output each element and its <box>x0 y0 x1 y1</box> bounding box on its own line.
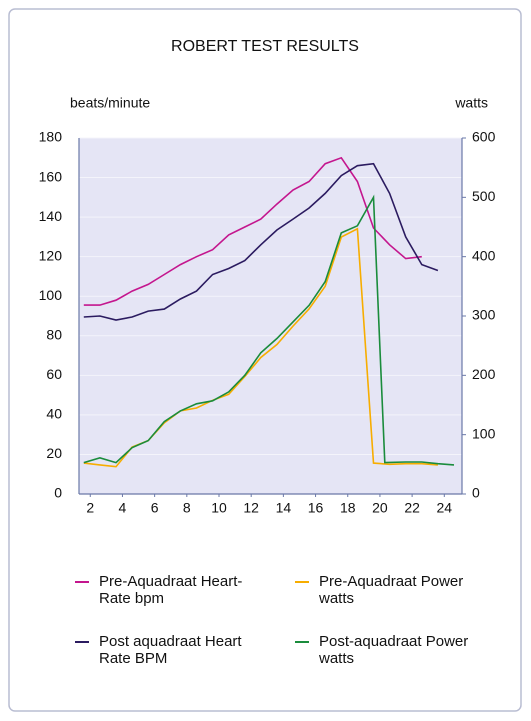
y2-tick-label: 100 <box>472 425 496 441</box>
y2-tick-label: 600 <box>472 129 496 145</box>
y2-tick-label: 500 <box>472 188 496 204</box>
series-line <box>83 156 422 306</box>
chart-title: ROBERT TEST RESULTS <box>171 38 359 55</box>
legend-label: Pre-Aquadraat Heart-Rate bpm <box>99 573 243 607</box>
y-tick-label: 100 <box>39 287 63 303</box>
y-tick-label: 140 <box>39 208 63 224</box>
x-tick-label: 12 <box>243 500 259 516</box>
y-tick-label: 180 <box>39 129 63 145</box>
y-tick-label: 80 <box>46 326 62 342</box>
y-axis-label: beats/minute <box>70 95 150 111</box>
plot-area <box>79 138 462 494</box>
x-tick-label: 8 <box>183 500 191 516</box>
x-tick-label: 14 <box>276 500 292 516</box>
y2-tick-label: 400 <box>472 247 496 263</box>
y-tick-label: 60 <box>46 366 62 382</box>
legend-label: Post aquadraat Heart Rate BPM <box>99 633 242 667</box>
y-tick-label: 0 <box>54 485 62 501</box>
y2-tick-label: 200 <box>472 366 496 382</box>
legend-swatch <box>75 581 89 583</box>
x-tick-label: 18 <box>340 500 356 516</box>
legend-swatch <box>295 641 309 643</box>
x-tick-label: 20 <box>372 500 388 516</box>
legend-label: Post-aquadraat Power watts <box>319 633 469 667</box>
y-tick-label: 20 <box>46 445 62 461</box>
y2-axis-label: watts <box>454 95 488 111</box>
x-tick-label: 6 <box>151 500 159 516</box>
legend-swatch <box>295 581 309 583</box>
x-tick-label: 10 <box>211 500 227 516</box>
legend-label: Pre-Aquadraat Power watts <box>319 573 464 607</box>
y2-tick-label: 0 <box>472 485 480 501</box>
series-line <box>83 194 455 466</box>
y-tick-label: 40 <box>46 406 62 422</box>
x-tick-label: 2 <box>86 500 94 516</box>
y-tick-label: 160 <box>39 168 63 184</box>
x-tick-label: 16 <box>308 500 324 516</box>
y2-tick-label: 300 <box>472 307 496 323</box>
legend-swatch <box>75 641 89 643</box>
y-tick-label: 120 <box>39 247 63 263</box>
x-tick-label: 4 <box>119 500 127 516</box>
series-line <box>83 162 439 321</box>
x-tick-label: 22 <box>404 500 420 516</box>
x-tick-label: 24 <box>437 500 453 516</box>
